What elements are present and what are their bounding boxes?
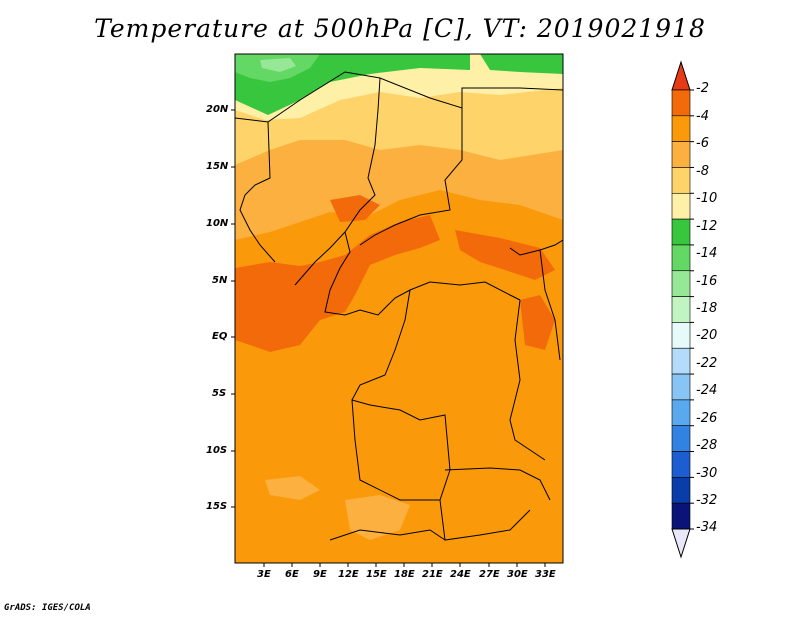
lon-label: 33E [535, 569, 556, 580]
lat-label: 15N [206, 161, 229, 172]
field-band-minus14-east [480, 54, 563, 74]
colorbar-label: -10 [696, 191, 718, 206]
lon-label: 12E [338, 569, 359, 580]
field-band-minus4-east [455, 230, 555, 280]
colorbar-swatch [671, 296, 691, 323]
lat-label: 10N [206, 218, 229, 229]
colorbar-swatch [671, 218, 691, 246]
colorbar-label: -26 [696, 411, 718, 426]
lat-label: EQ [212, 331, 228, 342]
colorbar-swatch [671, 502, 691, 530]
colorbar-swatch [671, 477, 691, 504]
lon-label: 18E [394, 569, 415, 580]
colorbar-label: -28 [696, 438, 718, 453]
colorbar [671, 60, 694, 559]
colorbar-label: -32 [696, 493, 718, 508]
lon-label: 6E [285, 569, 299, 580]
colorbar-label: -4 [696, 109, 709, 124]
colorbar-swatch [671, 244, 691, 272]
field-band-minus4-north [330, 195, 380, 222]
colorbar-swatch [671, 141, 691, 168]
colorbar-swatch [671, 347, 691, 375]
colorbar-swatch [671, 399, 691, 427]
colorbar-label: -18 [696, 301, 718, 316]
lat-ticks [231, 109, 235, 508]
lon-label: 27E [479, 569, 500, 580]
colorbar-label: -16 [696, 274, 718, 289]
field-patch-minus8-south [345, 495, 410, 540]
country-borders [235, 71, 563, 541]
map-frame [234, 53, 564, 564]
colorbar-label: -34 [696, 520, 718, 535]
lon-label: 3E [257, 569, 271, 580]
lon-label: 9E [313, 569, 327, 580]
lon-label: 15E [366, 569, 387, 580]
grads-credit: GrADS: IGES/COLA [4, 603, 91, 613]
colorbar-top-triangle [671, 60, 691, 91]
colorbar-swatch [671, 115, 691, 142]
field-patch-minus8-sw [265, 476, 320, 500]
field-band-minus18 [260, 58, 296, 72]
colorbar-label: -20 [696, 328, 718, 343]
field-band-minus4 [235, 215, 440, 352]
colorbar-swatch [671, 89, 691, 117]
colorbar-label: -12 [696, 219, 718, 234]
colorbar-label: -22 [696, 356, 718, 371]
colorbar-label: -24 [696, 383, 718, 398]
colorbar-label: -14 [696, 246, 718, 261]
colorbar-swatch [671, 322, 691, 349]
map-field [235, 54, 563, 563]
colorbar-swatch [671, 373, 691, 401]
lon-label: 24E [450, 569, 471, 580]
lat-label: 20N [206, 104, 229, 115]
colorbar-label: -6 [696, 136, 709, 151]
lat-label: 10S [206, 445, 228, 456]
lon-label: 21E [422, 569, 443, 580]
lat-label: 5S [212, 388, 227, 399]
colorbar-label: -30 [696, 466, 718, 481]
colorbar-swatch [671, 451, 691, 478]
lat-label: 15S [206, 501, 228, 512]
chart-title: Temperature at 500hPa [C], VT: 201902191… [94, 14, 706, 43]
colorbar-swatch [671, 425, 691, 452]
lon-ticks [263, 563, 546, 567]
lat-label: 5N [212, 275, 228, 286]
colorbar-swatch [671, 270, 691, 297]
colorbar-label: -2 [696, 81, 709, 96]
colorbar-label: -8 [696, 164, 709, 179]
field-band-minus4-lake [520, 295, 555, 350]
colorbar-swatch [671, 167, 691, 194]
colorbar-bottom-triangle [671, 528, 691, 559]
colorbar-swatch [671, 192, 691, 220]
lon-label: 30E [507, 569, 528, 580]
